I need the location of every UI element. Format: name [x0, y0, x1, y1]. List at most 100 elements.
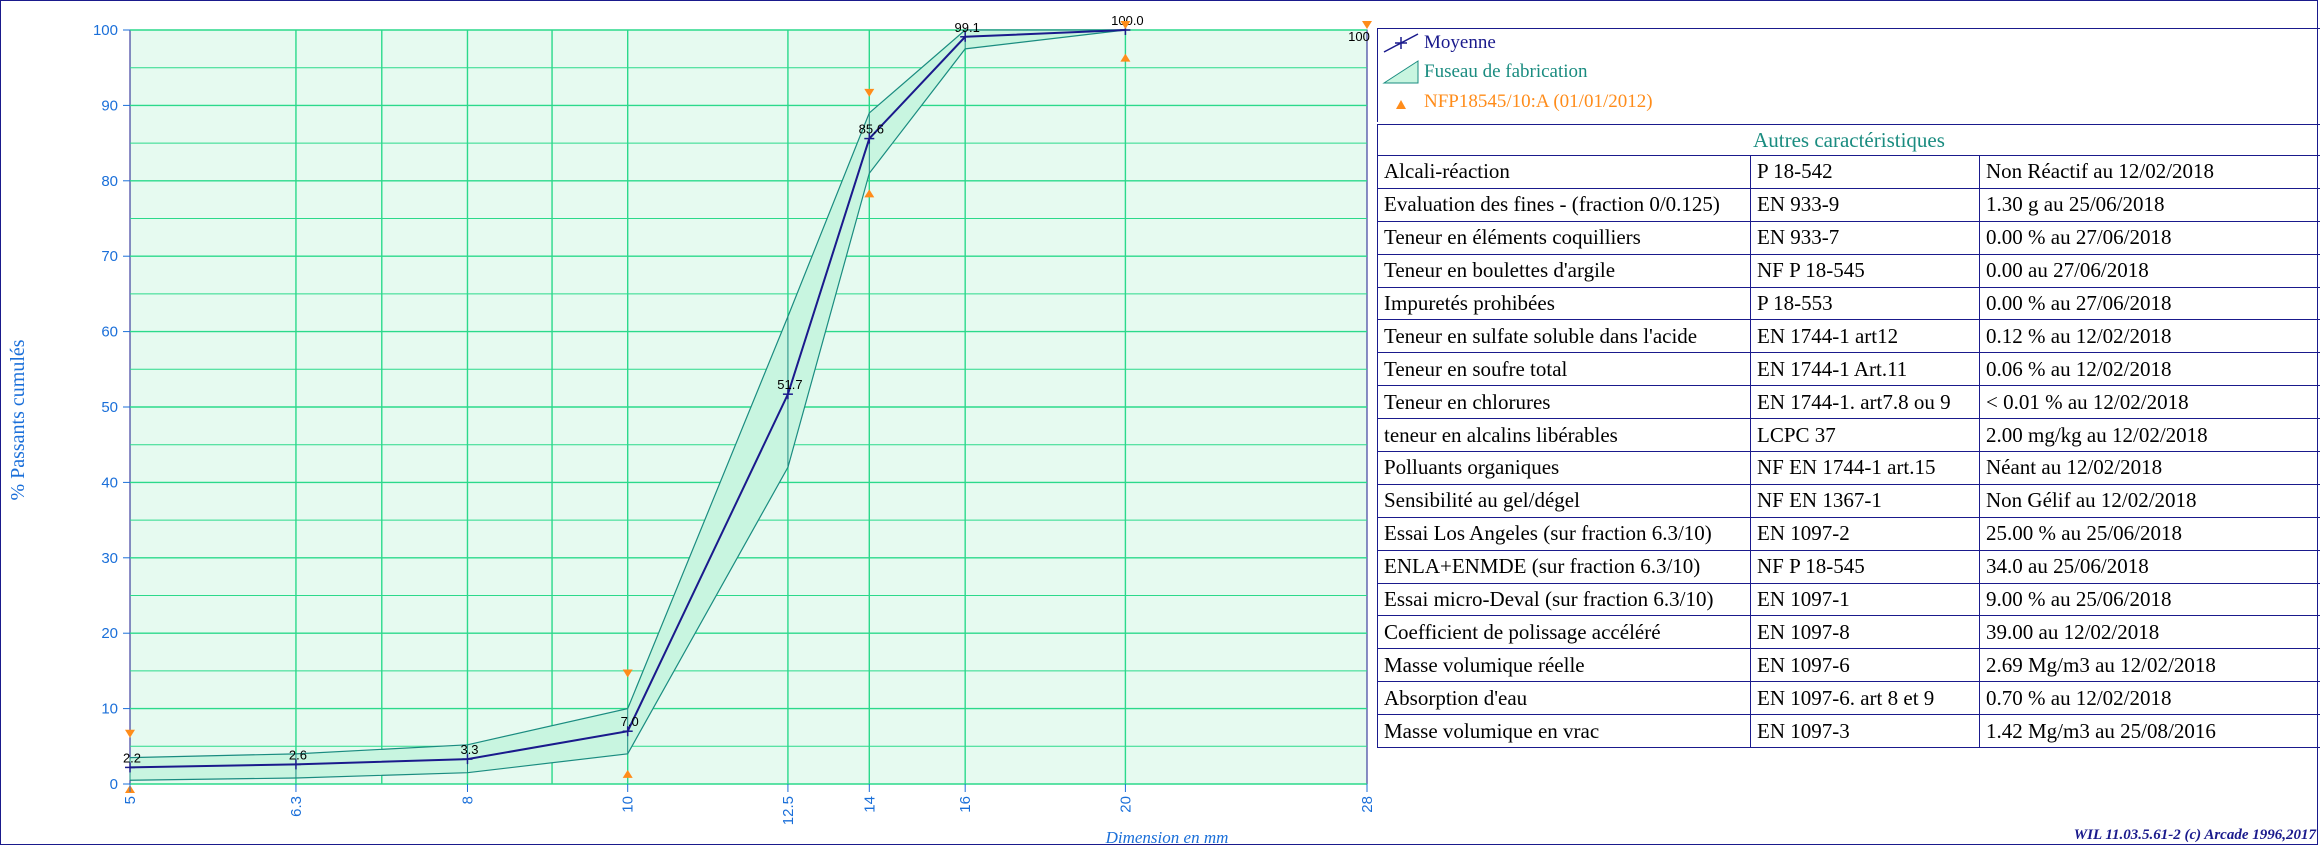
test-standard: EN 1097-8 [1750, 615, 1980, 650]
characteristic-name: Essai Los Angeles (sur fraction 6.3/10) [1377, 516, 1751, 551]
test-standard: NF P 18-545 [1750, 549, 1980, 584]
band-lower-line [129, 29, 1126, 781]
characteristics-table-wrapper: Autres caractéristiques Alcali-réaction P… [1377, 124, 2320, 749]
test-standard: NF P 18-545 [1750, 253, 1980, 288]
legend-label-moyenne: Moyenne [1424, 32, 1496, 53]
test-result: 0.00 au 27/06/2018 [1979, 253, 2320, 288]
characteristic-name: Sensibilité au gel/dégel [1377, 483, 1751, 518]
mean-data-label: 100 [1348, 29, 1370, 44]
y-tick-labels: 0 10 20 30 40 50 60 70 80 90 100 [93, 22, 130, 793]
test-standard: EN 1744-1 Art.11 [1750, 352, 1980, 387]
legend-label-norm: NFP18545/10:A (01/01/2012) [1424, 91, 1653, 112]
table-row: Alcali-réaction P 18-542 Non Réactif au 12… [1377, 155, 2320, 189]
x-axis-label: Dimension en mm [1105, 828, 1229, 847]
table-header-row: Autres caractéristiques [1377, 124, 2320, 156]
table-row: Teneur en soufre total EN 1744-1 Art.11 0.… [1377, 352, 2320, 387]
mean-data-label: 99.1 [955, 20, 980, 35]
test-standard: EN 933-7 [1750, 220, 1980, 255]
test-result: 2.69 Mg/m3 au 12/02/2018 [1979, 648, 2320, 683]
y-tick-label: 50 [101, 399, 118, 416]
x-tick-label: 10 [620, 796, 637, 813]
characteristic-name: Teneur en chlorures [1377, 385, 1751, 420]
test-result: 9.00 % au 25/06/2018 [1979, 582, 2320, 617]
test-standard: EN 1097-2 [1750, 516, 1980, 551]
y-tick-label: 40 [101, 474, 118, 491]
test-result: 1.42 Mg/m3 au 25/08/2016 [1979, 714, 2320, 749]
mean-data-label: 100.0 [1111, 13, 1144, 28]
series-moyenne: 2.2 2.6 3.3 7.0 51.7 85.6 99.1 100.0 100 [123, 13, 1370, 773]
table-row: Absorption d'eau EN 1097-6. art 8 et 9 0.7… [1377, 681, 2320, 716]
test-result: 39.00 au 12/02/2018 [1979, 615, 2320, 650]
mean-data-label: 7.0 [621, 714, 639, 729]
test-result: Non Réactif au 12/02/2018 [1979, 155, 2320, 189]
test-standard: EN 1097-6. art 8 et 9 [1750, 681, 1980, 716]
test-result: Non Gélif au 12/02/2018 [1979, 483, 2320, 518]
grid [130, 29, 1367, 785]
test-standard: EN 1097-3 [1750, 714, 1980, 749]
characteristic-name: Teneur en sulfate soluble dans l'acide [1377, 319, 1751, 354]
mean-data-label: 2.6 [289, 747, 307, 762]
table-row: Impuretés prohibées P 18-553 0.00 % au 27/… [1377, 286, 2320, 321]
test-standard: P 18-542 [1750, 155, 1980, 189]
characteristic-name: teneur en alcalins libérables [1377, 418, 1751, 453]
test-result: 2.00 mg/kg au 12/02/2018 [1979, 418, 2320, 453]
table-row: Coefficient de polissage accéléré EN 1097… [1377, 615, 2320, 650]
band-upper-line [129, 29, 1126, 759]
mean-data-label: 3.3 [460, 742, 478, 757]
legend: Moyenne Fuseau de fabrication NFP18545/1… [1377, 28, 2320, 122]
norm-upper-marker [1362, 21, 1372, 29]
triangle-up-icon [1396, 100, 1406, 109]
mean-line [129, 29, 1126, 769]
characteristic-name: ENLA+ENMDE (sur fraction 6.3/10) [1377, 549, 1751, 584]
test-standard: EN 1744-1. art7.8 ou 9 [1750, 385, 1980, 420]
x-tick-label: 20 [1117, 796, 1134, 813]
granulometry-chart: 2.2 2.6 3.3 7.0 51.7 85.6 99.1 100.0 100 0 10 20 30… [7, 13, 1376, 847]
test-result: 0.06 % au 12/02/2018 [1979, 352, 2320, 387]
table-body: Alcali-réaction P 18-542 Non Réactif au 12… [1377, 155, 2320, 749]
legend-item-norm: NFP18545/10:A (01/01/2012) [1382, 88, 1653, 116]
table-row: ENLA+ENMDE (sur fraction 6.3/10) NF P 18-… [1377, 549, 2320, 584]
norm-upper-marker [1120, 21, 1131, 29]
y-tick-label: 90 [101, 97, 118, 114]
table-row: Polluants organiques NF EN 1744-1 art.15 N… [1377, 451, 2320, 485]
x-tick-label: 16 [957, 796, 974, 813]
test-result: 25.00 % au 25/06/2018 [1979, 516, 2320, 551]
y-tick-label: 10 [101, 701, 118, 718]
table-row: Essai Los Angeles (sur fraction 6.3/10) E… [1377, 516, 2320, 551]
x-tick-label: 14 [861, 796, 878, 813]
band-icon [1382, 60, 1419, 84]
table-title: Autres caractéristiques [1377, 124, 2320, 156]
x-tick-label: 6.3 [288, 796, 305, 817]
test-result: 0.70 % au 12/02/2018 [1979, 681, 2320, 716]
test-result: 0.00 % au 27/06/2018 [1979, 220, 2320, 255]
characteristic-name: Absorption d'eau [1377, 681, 1751, 716]
y-tick-label: 80 [101, 173, 118, 190]
characteristic-name: Teneur en soufre total [1377, 352, 1751, 387]
x-tick-label: 8 [459, 796, 476, 804]
test-result: 34.0 au 25/06/2018 [1979, 549, 2320, 584]
characteristic-name: Masse volumique réelle [1377, 648, 1751, 683]
series-fuseau-band [129, 29, 1126, 781]
characteristic-name: Coefficient de polissage accéléré [1377, 615, 1751, 650]
characteristic-name: Essai micro-Deval (sur fraction 6.3/10) [1377, 582, 1751, 617]
norm-lower-marker [1120, 53, 1131, 62]
legend-label-fuseau: Fuseau de fabrication [1424, 61, 1588, 82]
characteristic-name: Teneur en éléments coquilliers [1377, 220, 1751, 255]
y-tick-label: 100 [93, 22, 118, 39]
table-row: Teneur en chlorures EN 1744-1. art7.8 ou … [1377, 385, 2320, 420]
norm-upper-marker [622, 669, 633, 678]
test-standard: NF EN 1367-1 [1750, 483, 1980, 518]
table-row: Teneur en éléments coquilliers EN 933-7 0.… [1377, 220, 2320, 255]
characteristic-name: Teneur en boulettes d'argile [1377, 253, 1751, 288]
norm-lower-marker [864, 189, 875, 198]
test-standard: EN 1097-1 [1750, 582, 1980, 617]
table-row: teneur en alcalins libérables LCPC 37 2.00… [1377, 418, 2320, 453]
table-row: Masse volumique réelle EN 1097-6 2.69 Mg/m… [1377, 648, 2320, 683]
test-standard: P 18-553 [1750, 286, 1980, 321]
test-standard: EN 1097-6 [1750, 648, 1980, 683]
legend-item-moyenne: Moyenne [1382, 29, 1496, 57]
test-standard: EN 1744-1 art12 [1750, 319, 1980, 354]
x-tick-label: 5 [122, 796, 139, 804]
mean-data-label: 51.7 [777, 377, 802, 392]
table-row: Teneur en boulettes d'argile NF P 18-545 0… [1377, 253, 2320, 288]
